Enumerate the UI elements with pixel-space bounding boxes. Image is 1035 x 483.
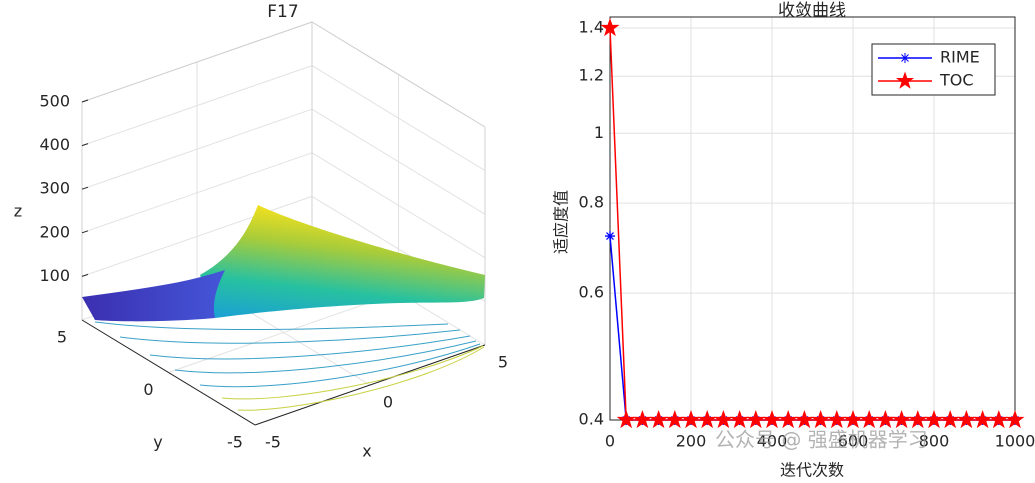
marker: [843, 410, 863, 429]
x-tick-label: 0: [383, 393, 393, 412]
marker: [973, 410, 993, 429]
z-axis-label: z: [14, 202, 22, 221]
z-tick-label: 400: [39, 135, 70, 154]
x-tick-label: 5: [498, 353, 508, 372]
z-tick: [81, 230, 89, 234]
legend-label: RIME: [940, 48, 980, 67]
axis-edge: [311, 21, 486, 128]
z-tick-label: 100: [39, 266, 70, 285]
marker: [794, 410, 814, 429]
x-tick-label: 400: [757, 432, 788, 451]
y-tick-label: 1.2: [579, 66, 604, 85]
marker: [875, 410, 895, 429]
marker: [632, 410, 652, 429]
marker: [730, 410, 750, 429]
watermark: 公众号 @ 强盛机器学习: [715, 428, 928, 452]
y-tick-label: -5: [227, 433, 243, 452]
marker: [616, 410, 636, 429]
marker: [827, 410, 847, 429]
chart-title: F17: [267, 2, 298, 22]
legend-marker: [900, 53, 910, 63]
y-axis-label: 适应度值: [552, 190, 571, 254]
contour-lines: [94, 321, 481, 388]
axis-edge: [81, 319, 256, 426]
marker: [649, 410, 669, 429]
x-tick-label: 600: [838, 432, 869, 451]
contour-lines: [221, 345, 485, 411]
axis-edge: [81, 21, 313, 103]
y-tick-label: 1.4: [579, 17, 604, 36]
legend: [871, 43, 996, 96]
marker: [811, 410, 831, 429]
marker: [989, 410, 1009, 429]
x-axis-label: 迭代次数: [780, 461, 844, 480]
marker: [940, 410, 960, 429]
marker: [1005, 410, 1025, 429]
line-chart: 收敛曲线 迭代次数 适应度值 0.4 0.6 0.8 1 1.2 1.4 0 200 400 60…: [552, 1, 1035, 480]
z-tick: [81, 143, 89, 147]
marker: [859, 410, 879, 429]
x-axis-label: x: [362, 442, 371, 461]
x-tick-label: 0: [605, 432, 615, 451]
marker: [605, 231, 615, 242]
y-tick-label: 5: [57, 328, 67, 347]
marker: [713, 410, 733, 429]
x-tick-label: 800: [919, 432, 950, 451]
y-tick-label: 0.4: [579, 410, 604, 429]
legend-marker: [895, 71, 915, 89]
marker: [746, 410, 766, 429]
y-axis-label: y: [153, 433, 162, 452]
z-tick-label: 300: [39, 179, 70, 198]
marker: [665, 410, 685, 429]
x-tick-label: 200: [676, 432, 707, 451]
marker: [697, 410, 717, 429]
chart-title: 收敛曲线: [778, 1, 846, 21]
surface: [200, 205, 485, 318]
z-tick: [81, 273, 89, 277]
surface: [82, 270, 225, 322]
marker: [924, 410, 944, 429]
axis-edge: [254, 344, 486, 426]
z-tick: [81, 186, 89, 190]
y-tick-label: 0.6: [579, 283, 604, 302]
legend-label: TOC: [939, 71, 974, 90]
y-tick-label: 1: [594, 123, 604, 142]
x-tick-label: 1000: [995, 432, 1035, 451]
marker: [778, 410, 798, 429]
surface-chart: F17 x y z 100 200 300 400 500 -5 0 5 -5 0 5: [14, 2, 508, 461]
marker: [600, 18, 620, 37]
marker: [762, 410, 782, 429]
z-tick-label: 500: [39, 92, 70, 111]
x-tick-label: -5: [265, 433, 281, 452]
z-tick: [81, 99, 89, 103]
marker: [908, 410, 928, 429]
y-tick-label: 0.8: [579, 193, 604, 212]
z-tick-label: 200: [39, 222, 70, 241]
marker: [681, 410, 701, 429]
marker: [956, 410, 976, 429]
marker: [892, 410, 912, 429]
y-tick-label: 0: [143, 380, 153, 399]
